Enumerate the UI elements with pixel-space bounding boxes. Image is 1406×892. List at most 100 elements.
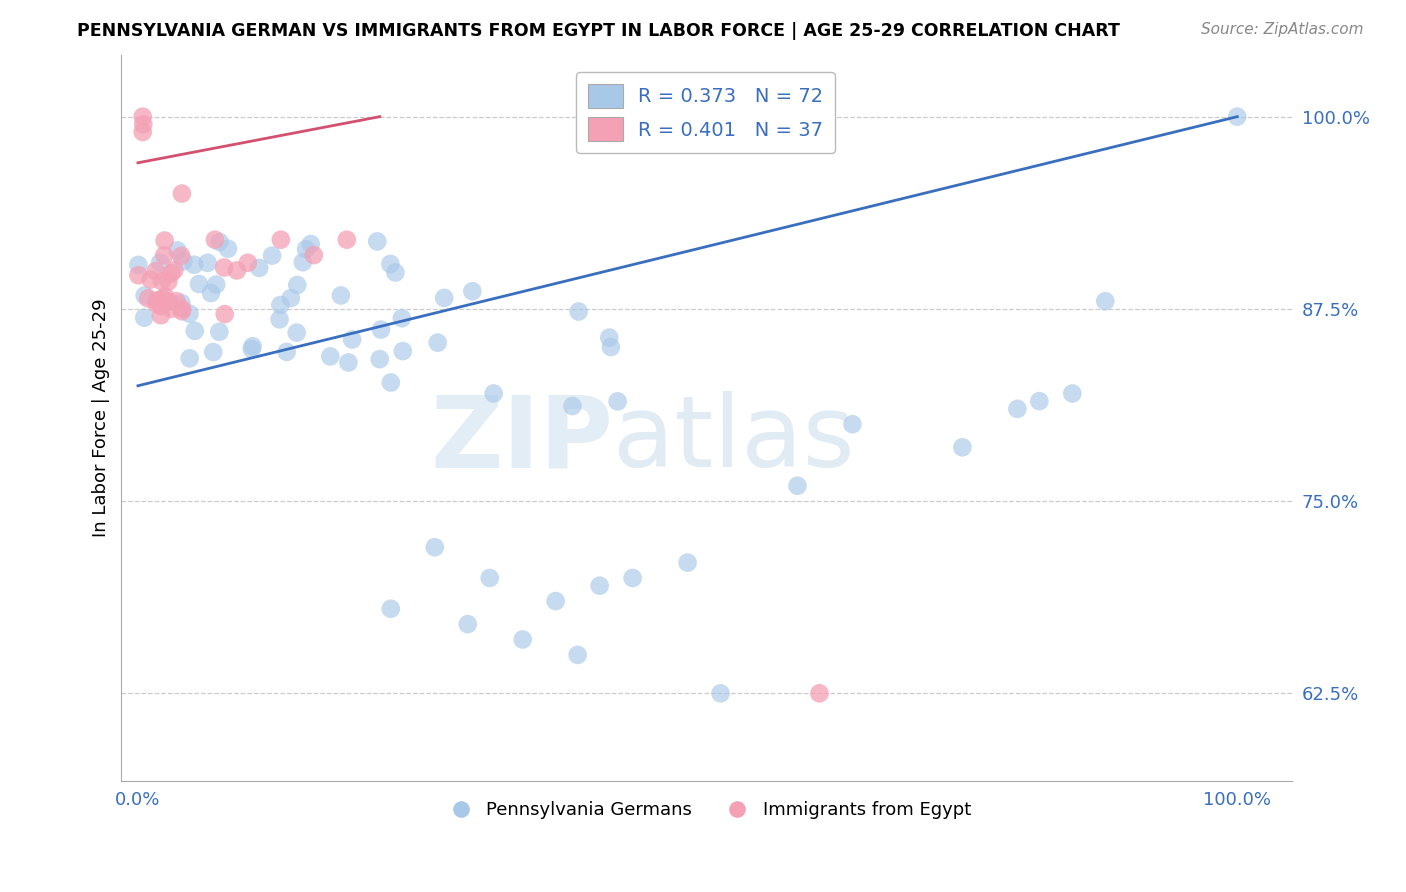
Point xyxy=(139,272,162,286)
Point xyxy=(568,304,591,318)
Point xyxy=(205,277,228,292)
Point xyxy=(179,307,201,321)
Point xyxy=(588,579,610,593)
Point xyxy=(236,256,259,270)
Point xyxy=(1094,294,1116,309)
Point xyxy=(165,294,187,309)
Point xyxy=(146,293,169,308)
Point xyxy=(380,376,402,390)
Point xyxy=(153,248,176,262)
Point xyxy=(134,310,156,325)
Point xyxy=(149,294,172,309)
Point xyxy=(606,394,628,409)
Point xyxy=(433,291,456,305)
Text: ZIP: ZIP xyxy=(430,392,613,488)
Point xyxy=(187,277,209,291)
Point xyxy=(392,344,415,359)
Point xyxy=(127,258,149,272)
Point xyxy=(280,291,302,305)
Point xyxy=(1062,386,1084,401)
Point xyxy=(841,417,863,432)
Point xyxy=(285,326,308,340)
Point xyxy=(423,541,446,555)
Point xyxy=(204,233,226,247)
Point xyxy=(153,234,176,248)
Point xyxy=(247,260,270,275)
Point xyxy=(208,325,231,339)
Point xyxy=(127,268,149,283)
Point xyxy=(599,340,621,354)
Point xyxy=(368,352,391,367)
Point xyxy=(262,249,284,263)
Text: PENNSYLVANIA GERMAN VS IMMIGRANTS FROM EGYPT IN LABOR FORCE | AGE 25-29 CORRELAT: PENNSYLVANIA GERMAN VS IMMIGRANTS FROM E… xyxy=(77,22,1121,40)
Point xyxy=(391,311,413,326)
Point xyxy=(157,275,180,289)
Point xyxy=(295,242,318,256)
Point xyxy=(242,339,264,353)
Point xyxy=(299,237,322,252)
Point xyxy=(370,322,392,336)
Point xyxy=(145,297,167,311)
Point xyxy=(150,274,173,288)
Point xyxy=(276,345,298,359)
Point xyxy=(145,264,167,278)
Point xyxy=(482,386,505,401)
Point xyxy=(709,686,731,700)
Point xyxy=(676,556,699,570)
Y-axis label: In Labor Force | Age 25-29: In Labor Force | Age 25-29 xyxy=(93,299,110,537)
Point xyxy=(197,256,219,270)
Point xyxy=(212,260,235,275)
Point xyxy=(598,330,620,344)
Point xyxy=(512,632,534,647)
Point xyxy=(150,292,173,306)
Point xyxy=(270,233,292,247)
Point xyxy=(457,617,479,632)
Point xyxy=(340,333,363,347)
Point xyxy=(148,293,170,308)
Point xyxy=(808,686,831,700)
Point xyxy=(170,249,193,263)
Point xyxy=(1007,401,1029,416)
Point xyxy=(217,242,239,256)
Point xyxy=(329,288,352,302)
Point xyxy=(384,265,406,279)
Point xyxy=(170,301,193,316)
Point xyxy=(240,342,263,356)
Point xyxy=(153,290,176,304)
Point xyxy=(149,255,172,269)
Point xyxy=(337,355,360,369)
Point xyxy=(134,288,156,302)
Point xyxy=(160,266,183,280)
Point xyxy=(269,298,291,312)
Point xyxy=(380,257,402,271)
Point xyxy=(163,263,186,277)
Point xyxy=(172,254,194,268)
Point xyxy=(179,351,201,366)
Point xyxy=(183,258,205,272)
Point xyxy=(149,308,172,322)
Point xyxy=(166,244,188,258)
Point xyxy=(214,307,236,321)
Point xyxy=(336,233,359,247)
Point xyxy=(285,277,308,292)
Point xyxy=(200,286,222,301)
Point xyxy=(461,284,484,298)
Point xyxy=(950,440,973,454)
Point xyxy=(291,255,314,269)
Point xyxy=(157,294,180,309)
Text: atlas: atlas xyxy=(613,392,855,488)
Point xyxy=(160,301,183,316)
Point xyxy=(269,312,291,326)
Point xyxy=(1226,110,1249,124)
Point xyxy=(150,299,173,313)
Legend: Pennsylvania Germans, Immigrants from Egypt: Pennsylvania Germans, Immigrants from Eg… xyxy=(436,794,979,826)
Point xyxy=(132,110,155,124)
Point xyxy=(136,292,159,306)
Text: Source: ZipAtlas.com: Source: ZipAtlas.com xyxy=(1201,22,1364,37)
Point xyxy=(478,571,501,585)
Point xyxy=(208,235,231,249)
Point xyxy=(170,304,193,318)
Point xyxy=(366,235,388,249)
Point xyxy=(170,186,193,201)
Point xyxy=(225,263,247,277)
